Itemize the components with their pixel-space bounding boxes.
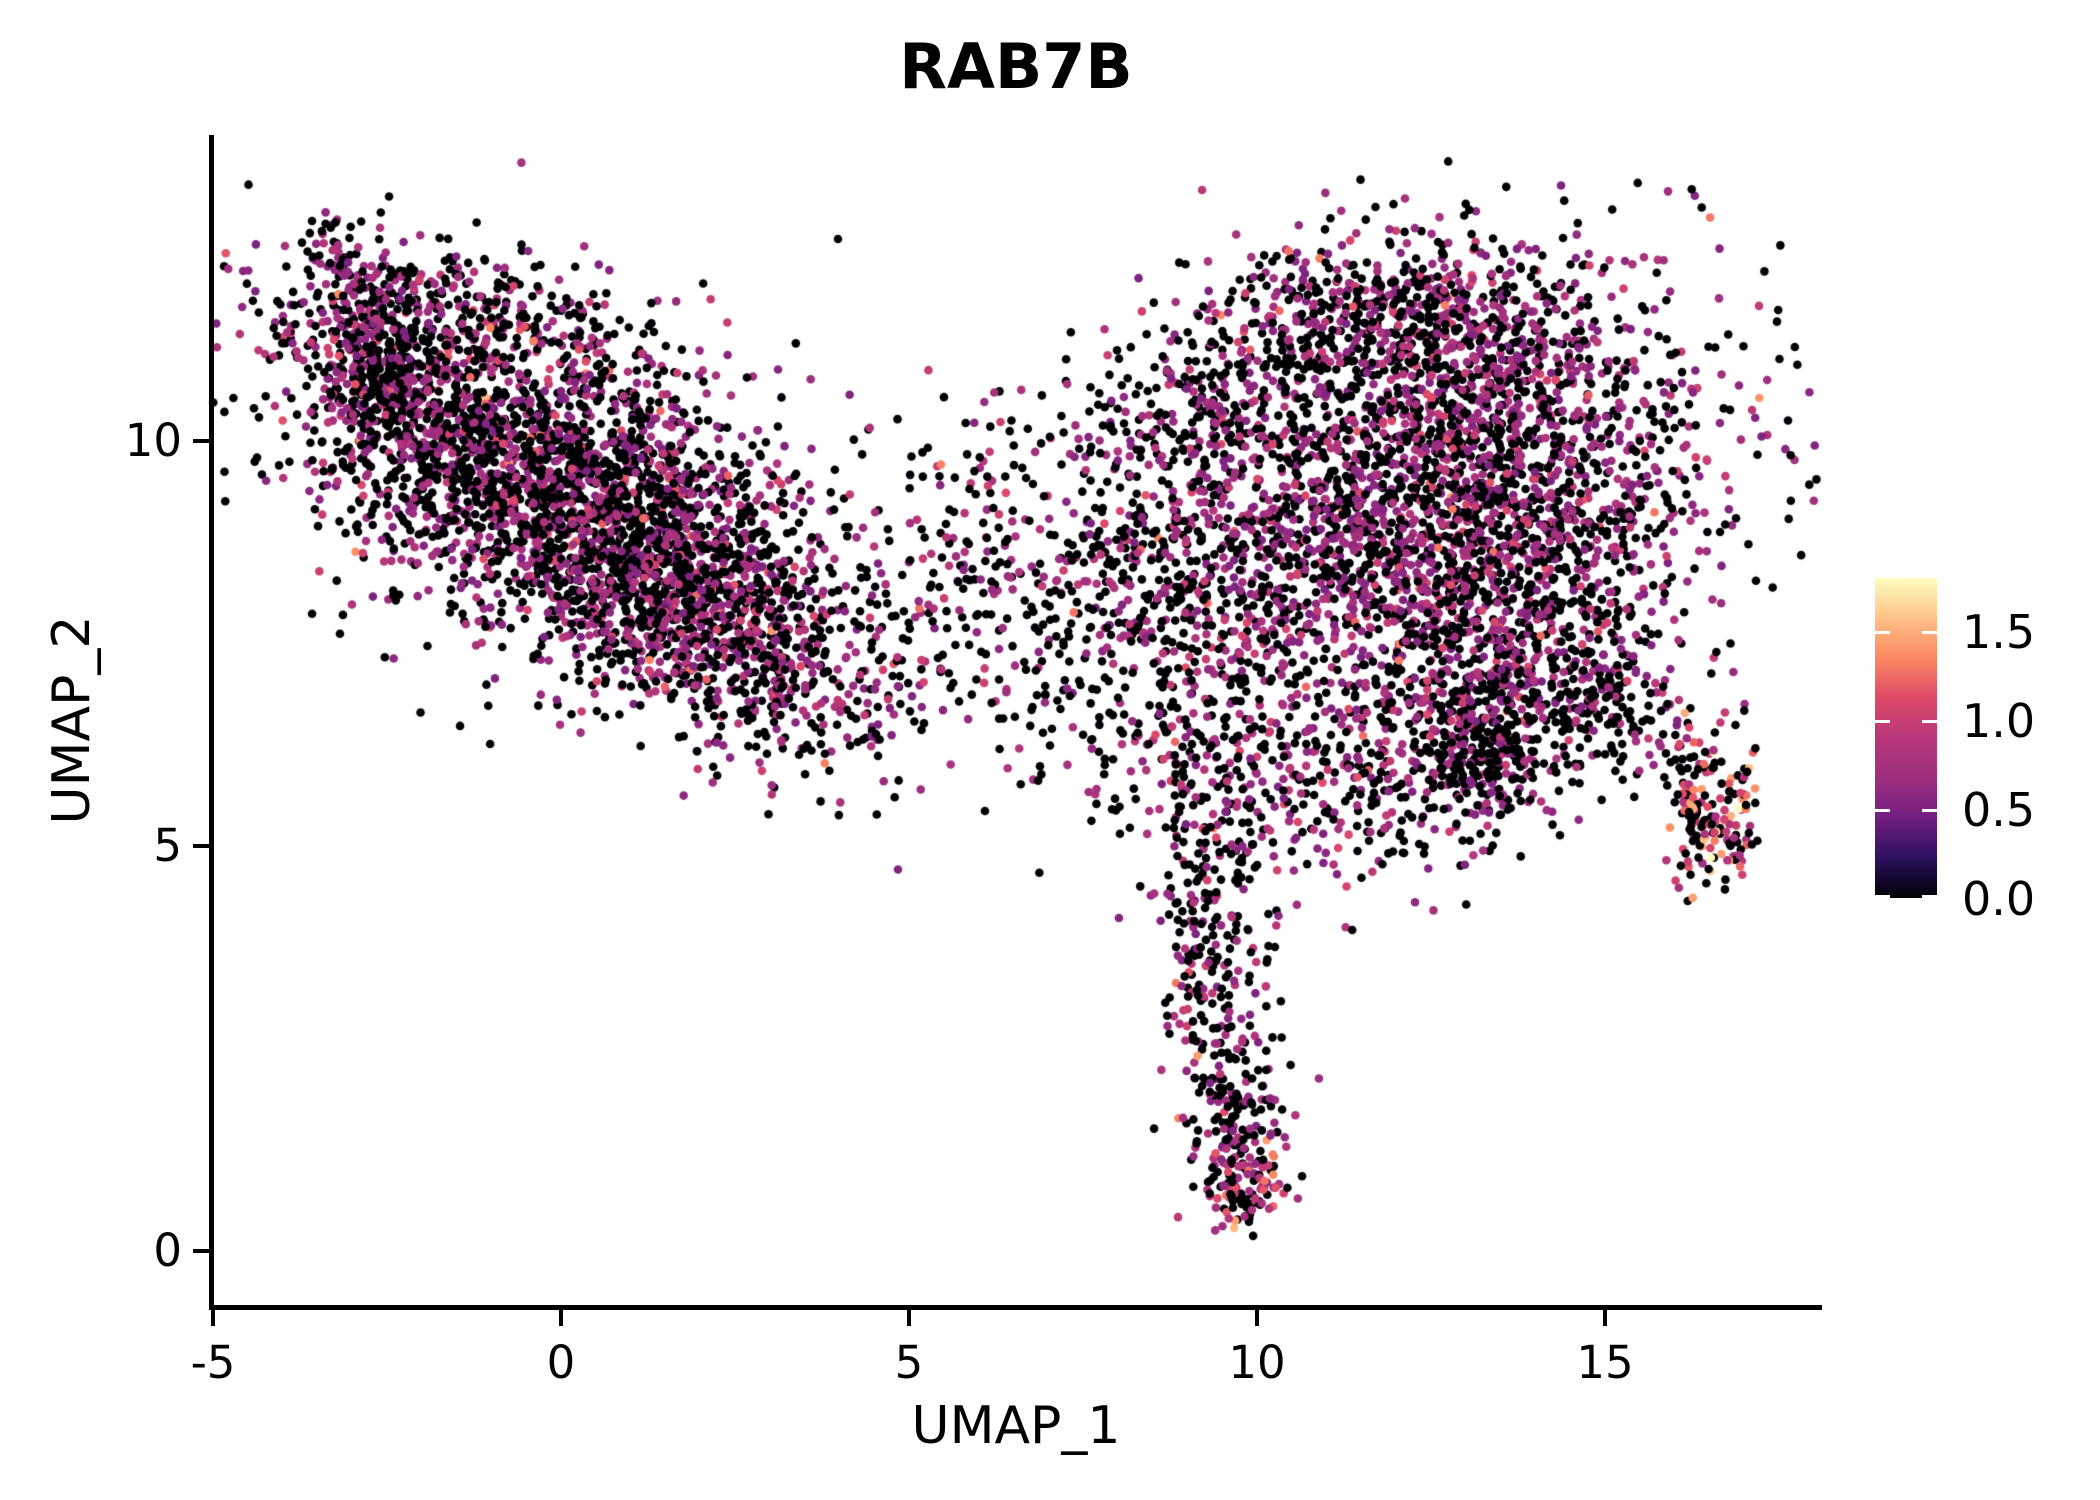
colorbar-tick-mark bbox=[1922, 809, 1937, 813]
colorbar-tick-mark bbox=[1922, 631, 1937, 635]
colorbar-tick-mark bbox=[1875, 895, 1890, 898]
x-tick-label: 15 bbox=[1576, 1336, 1634, 1389]
x-tick-label: 5 bbox=[894, 1336, 924, 1389]
x-tick-mark bbox=[1255, 1310, 1259, 1326]
x-tick-mark bbox=[211, 1310, 215, 1326]
x-axis-title: UMAP_1 bbox=[911, 1396, 1121, 1456]
x-tick-mark bbox=[559, 1310, 563, 1326]
colorbar-tick-mark bbox=[1922, 720, 1937, 724]
y-tick-label: 5 bbox=[153, 819, 182, 872]
y-axis-title: UMAP_2 bbox=[42, 615, 102, 825]
x-axis-line bbox=[209, 1305, 1822, 1310]
y-tick-label: 10 bbox=[124, 414, 182, 467]
colorbar-tick-label: 0.0 bbox=[1962, 872, 2036, 926]
x-tick-label: 10 bbox=[1228, 1336, 1286, 1389]
y-tick-mark bbox=[193, 844, 209, 848]
y-tick-label: 0 bbox=[153, 1224, 182, 1277]
x-tick-label: 0 bbox=[546, 1336, 576, 1389]
x-tick-mark bbox=[1603, 1310, 1607, 1326]
x-tick-mark bbox=[907, 1310, 911, 1326]
colorbar-tick-label: 0.5 bbox=[1962, 783, 2036, 838]
colorbar-tick-label: 1.5 bbox=[1962, 605, 2036, 660]
colorbar-tick-mark bbox=[1875, 631, 1890, 635]
y-tick-mark bbox=[193, 1249, 209, 1253]
colorbar-tick-mark bbox=[1875, 809, 1890, 813]
plot-title: RAB7B bbox=[899, 30, 1133, 103]
x-tick-label: -5 bbox=[190, 1336, 236, 1389]
colorbar-tick-mark bbox=[1922, 895, 1937, 898]
colorbar-tick-mark bbox=[1875, 720, 1890, 724]
colorbar-tick-label: 1.0 bbox=[1962, 694, 2036, 749]
y-tick-mark bbox=[193, 439, 209, 443]
y-axis-line bbox=[209, 135, 214, 1310]
expression-colorbar bbox=[1875, 578, 1937, 898]
